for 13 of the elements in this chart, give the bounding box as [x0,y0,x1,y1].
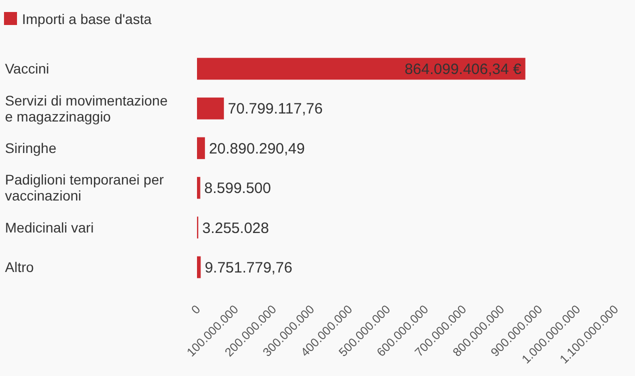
y-tick-label: Servizi di movimentazione e magazzinaggio [5,92,168,124]
y-tick-label: Medicinali vari [5,219,94,236]
data-label: 70.799.117,76 [228,100,323,118]
data-label: 3.255.028 [202,220,269,237]
y-tick-label: Altro [5,259,34,276]
y-tick-label: Padiglioni temporanei per vaccinazioni [5,172,164,204]
data-label: 8.599.500 [204,180,271,198]
data-label: 9.751.779,76 [204,259,292,276]
y-tick-label: Siringhe [5,140,57,156]
data-label: 864.099.406,34 € [404,61,522,78]
legend-label: Importi a base d'asta [22,11,152,28]
data-label: 20.890.290,49 [208,140,305,158]
y-tick-label: Vaccini [5,60,50,77]
